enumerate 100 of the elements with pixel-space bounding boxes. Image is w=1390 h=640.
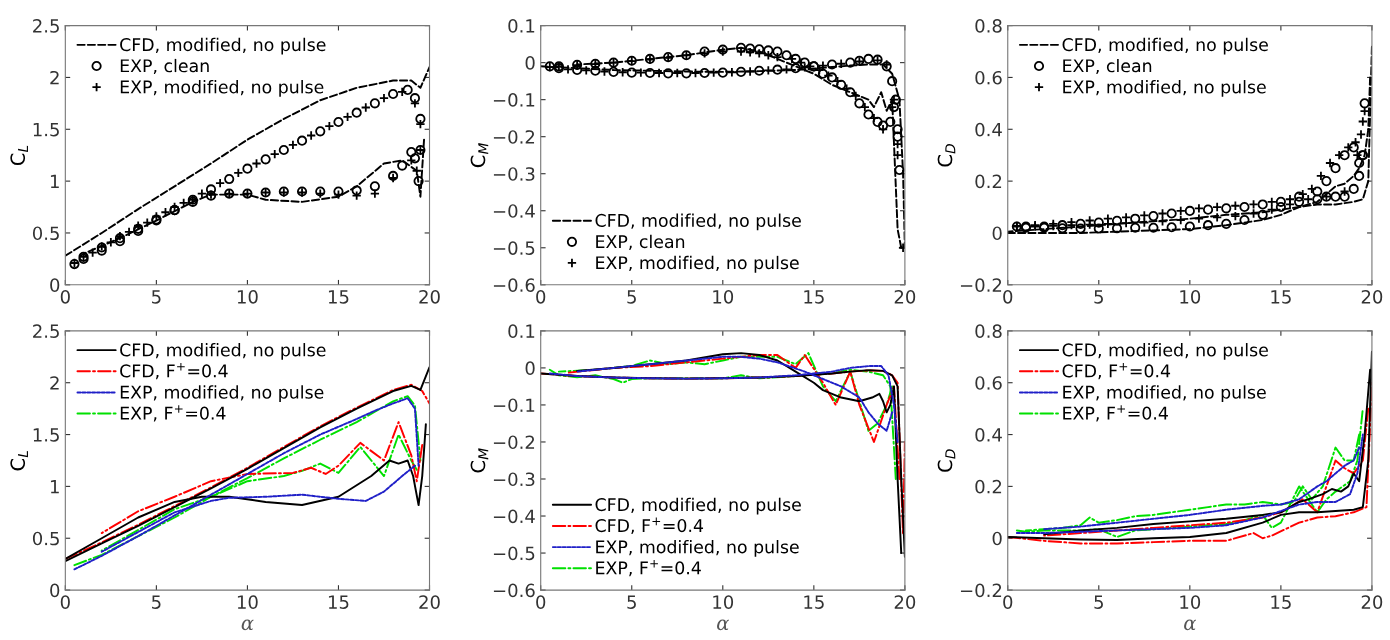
x-tick-label: 20 (419, 289, 440, 304)
x-tick-label: 0 (536, 595, 546, 609)
y-tick-label: −0.2 (493, 130, 535, 144)
y-tick-label: −0.6 (493, 278, 535, 292)
y-tick-label: −0.5 (493, 241, 535, 255)
y-tick-label: 0.2 (975, 479, 1002, 494)
legend-label: CFD, modified, no pulse (120, 343, 326, 360)
legend-label: EXP, modified, no pulse (596, 539, 799, 557)
y-tick-label: 0.5 (32, 531, 59, 546)
x-tick-label: 10 (713, 289, 734, 304)
x-tick-label: 15 (328, 290, 349, 304)
x-tick-label: 5 (1094, 290, 1103, 304)
x-tick-label: 20 (1361, 595, 1383, 609)
x-tick-label: 20 (894, 595, 916, 609)
y-tick-label: 2.5 (33, 19, 59, 33)
x-tick-label: 15 (804, 290, 824, 304)
legend-label: EXP, clean (120, 58, 209, 75)
x-tick-label: 10 (237, 289, 258, 304)
x-tick-label: 15 (1271, 290, 1291, 304)
y-tick-label: −0.6 (493, 583, 535, 598)
y-tick-label: −0.4 (493, 509, 535, 524)
y-tick-label: −0.3 (493, 472, 535, 487)
y-tick-label: 0.1 (508, 19, 535, 33)
legend-label: EXP, modified, no pulse (120, 80, 324, 97)
x-tick-label: 15 (804, 595, 824, 609)
x-tick-label: 0 (536, 289, 546, 304)
y-tick-label: −0.3 (493, 167, 535, 181)
y-tick-label: 2 (50, 70, 59, 85)
y-tick-label: −0.2 (960, 278, 1002, 292)
y-tick-label: 0 (50, 583, 60, 598)
y-tick-label: 0.4 (975, 122, 1002, 137)
y-tick-label: −0.2 (493, 435, 535, 450)
y-tick-label: 0 (525, 361, 535, 376)
y-tick-label: −0.4 (493, 204, 535, 218)
y-tick-label: 2 (50, 376, 59, 390)
legend-label: CFD, F$^{+}$=0.4 (595, 517, 704, 534)
legend-label: EXP, modified, no pulse (1063, 385, 1266, 403)
legend-label: CFD, F$^{+}$=0.4 (1062, 362, 1171, 380)
y-tick-label: 0.2 (975, 174, 1002, 189)
y-tick-label: 0.8 (975, 19, 1002, 33)
x-tick-label: 20 (894, 289, 916, 304)
x-tick-label: 5 (627, 290, 636, 304)
y-axis-title: C$_{L}$ (10, 145, 28, 166)
x-tick-label: 5 (627, 595, 636, 609)
legend-label: EXP, F$^{+}$=0.4 (120, 405, 226, 422)
x-axis-title: α (241, 619, 254, 631)
y-tick-label: 0.4 (975, 428, 1002, 442)
y-tick-label: 0.6 (975, 376, 1002, 390)
x-tick-label: 15 (328, 595, 349, 609)
x-tick-label: 0 (60, 289, 70, 304)
legend-label: EXP, clean (596, 234, 685, 250)
legend-label: CFD, modified, no pulse (120, 37, 326, 55)
legend-label: CFD, modified, no pulse (1062, 343, 1268, 360)
y-tick-label: −0.2 (960, 583, 1002, 598)
legend-label: CFD, modified, no pulse (595, 213, 801, 231)
x-tick-label: 10 (1180, 289, 1201, 304)
legend-label: EXP, F$^{+}$=0.4 (596, 559, 701, 577)
y-axis-title: C$_{D}$ (937, 449, 956, 472)
y-tick-label: 1.5 (33, 122, 59, 137)
y-tick-label: 0.5 (32, 226, 59, 241)
legend-label: EXP, modified, no pulse (596, 255, 799, 273)
x-tick-label: 20 (419, 595, 440, 609)
y-tick-label: 0 (992, 531, 1002, 546)
legend-label: CFD, modified, no pulse (1062, 37, 1268, 55)
legend-label: EXP, clean (1063, 58, 1152, 75)
x-tick-label: 5 (152, 290, 161, 304)
y-tick-label: 0 (525, 56, 535, 70)
x-tick-label: 5 (1094, 595, 1103, 609)
y-tick-label: 0 (50, 278, 60, 292)
legend-label: CFD, modified, no pulse (595, 497, 801, 515)
y-tick-label: −0.1 (493, 398, 535, 413)
x-axis-title: α (717, 619, 729, 631)
y-axis-title: C$_{M}$ (470, 448, 489, 473)
x-tick-label: 15 (1271, 595, 1291, 609)
x-tick-label: 20 (1361, 289, 1383, 304)
y-tick-label: 1 (50, 174, 59, 188)
y-tick-label: −0.5 (493, 546, 535, 561)
y-tick-label: 0 (992, 226, 1002, 241)
x-tick-label: 10 (1180, 595, 1201, 609)
y-tick-label: 2.5 (33, 324, 59, 338)
x-tick-label: 10 (713, 595, 734, 609)
x-tick-label: 5 (152, 595, 161, 609)
legend-label: EXP, F$^{+}$=0.4 (1063, 405, 1168, 422)
legend-label: EXP, modified, no pulse (120, 385, 324, 403)
y-tick-label: −0.1 (493, 93, 535, 107)
x-tick-label: 0 (1003, 595, 1013, 609)
y-axis-title: C$_{D}$ (937, 144, 956, 167)
x-tick-label: 10 (237, 595, 258, 609)
y-tick-label: 0.8 (975, 324, 1002, 338)
legend-label: EXP, modified, no pulse (1063, 80, 1266, 97)
y-axis-title: C$_{M}$ (470, 143, 489, 168)
legend-label: CFD, F$^{+}$=0.4 (120, 362, 228, 380)
y-tick-label: 1 (50, 480, 59, 494)
x-tick-label: 0 (60, 595, 70, 609)
x-axis-title: α (1184, 619, 1197, 631)
y-tick-label: 1.5 (33, 428, 59, 442)
y-tick-label: 0.1 (508, 324, 535, 338)
y-tick-label: 0.6 (975, 70, 1002, 85)
x-tick-label: 0 (1003, 289, 1013, 304)
y-axis-title: C$_{L}$ (10, 450, 28, 471)
